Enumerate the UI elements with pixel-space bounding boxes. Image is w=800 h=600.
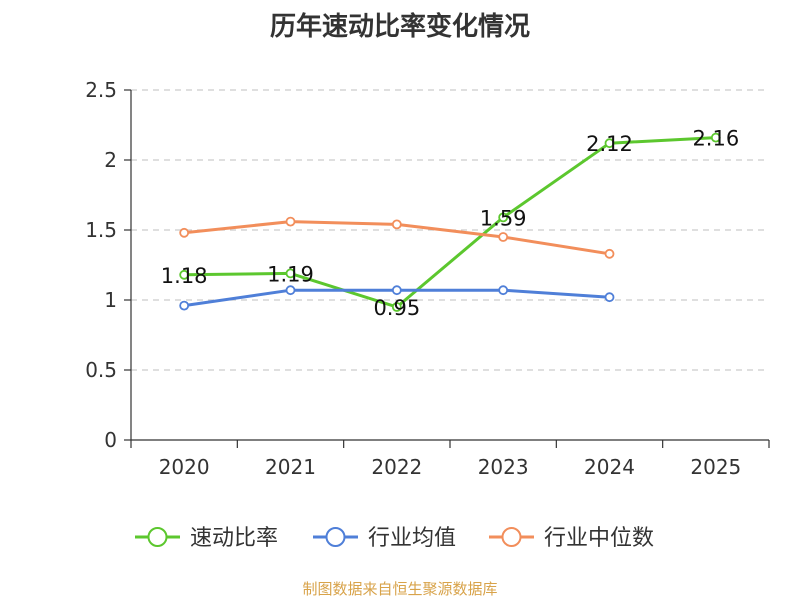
legend-marker [501, 527, 522, 547]
y-tick-label: 2.5 [85, 78, 117, 102]
x-tick-label: 2023 [478, 455, 529, 479]
y-tick-label: 1 [104, 288, 117, 312]
x-tick-label: 2021 [265, 455, 316, 479]
data-label: 2.12 [586, 132, 633, 156]
series-lines [179, 132, 721, 312]
data-point [179, 227, 190, 238]
data-point [498, 232, 509, 242]
legend-label: 速动比率 [190, 526, 278, 551]
legend-marker [147, 527, 168, 547]
data-point [391, 302, 402, 312]
legend-marker [325, 527, 346, 547]
legend-label: 行业中位数 [544, 526, 654, 551]
data-point [710, 132, 721, 143]
data-point [285, 268, 296, 279]
x-tick-label: 2024 [584, 455, 635, 479]
data-labels: 1.18 1.19 0.95 1.59 2.12 2.16 [161, 127, 739, 320]
legend: 速动比率 行业均值 行业中位数 [135, 526, 654, 551]
x-tick-label: 2025 [690, 455, 741, 479]
data-point [285, 285, 296, 296]
y-tick-label: 2 [104, 148, 117, 172]
data-point [498, 285, 509, 296]
data-label: 1.59 [480, 206, 527, 230]
x-tick-label: 2020 [159, 455, 210, 479]
data-point [604, 292, 615, 303]
series-line-0 [184, 136, 716, 309]
data-label: 1.19 [267, 262, 314, 286]
data-label: 0.95 [373, 296, 420, 320]
chart-title: 历年速动比率变化情况 [269, 12, 530, 42]
data-point [604, 248, 615, 259]
data-label: 2.16 [692, 127, 739, 151]
y-tick-label: 0 [104, 428, 117, 452]
legend-label: 行业均值 [368, 526, 456, 551]
data-point [498, 212, 509, 223]
x-tick-label: 2022 [371, 455, 422, 479]
y-tick-label: 0.5 [85, 358, 117, 382]
data-point [179, 269, 190, 280]
axes: 0 0.5 1 1.5 2 2.5 2020 2021 2022 2023 2024 2025 [85, 78, 770, 479]
y-tick-label: 1.5 [85, 218, 117, 242]
data-point [391, 285, 402, 296]
data-point [179, 300, 190, 311]
data-point [604, 138, 615, 149]
source-note: 制图数据来自恒生聚源数据库 [302, 580, 498, 598]
data-label: 1.18 [161, 264, 208, 288]
data-point [285, 216, 296, 227]
data-point [391, 219, 402, 230]
